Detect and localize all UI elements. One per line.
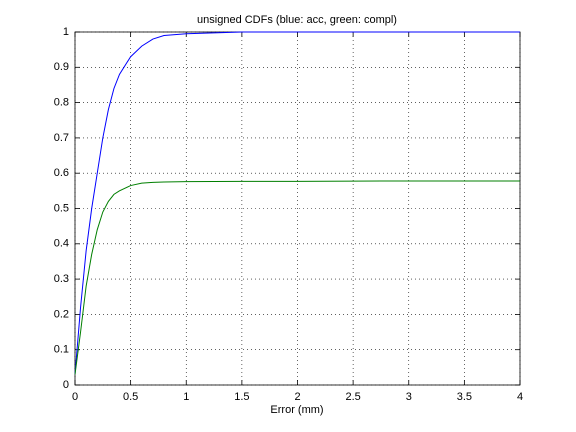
y-tick-label: 0.8 bbox=[54, 97, 69, 109]
y-tick-label: 0 bbox=[63, 379, 69, 391]
y-tick-label: 0.3 bbox=[54, 273, 69, 285]
x-tick-label: 4 bbox=[517, 391, 523, 403]
x-tick-label: 0 bbox=[72, 391, 78, 403]
y-tick-label: 0.6 bbox=[54, 167, 69, 179]
data-line bbox=[74, 180, 520, 375]
x-tick-label: 0.5 bbox=[123, 391, 138, 403]
data-line bbox=[74, 31, 520, 375]
y-tick-label: 0.4 bbox=[54, 238, 69, 250]
x-tick-label: 3.5 bbox=[457, 391, 472, 403]
x-tick-label: 2.5 bbox=[345, 391, 360, 403]
x-tick-label: 1 bbox=[183, 391, 189, 403]
x-axis-label: Error (mm) bbox=[270, 404, 323, 416]
chart-title: unsigned CDFs (blue: acc, green: compl) bbox=[197, 14, 397, 26]
y-tick-label: 1 bbox=[63, 26, 69, 38]
x-tick-label: 2 bbox=[294, 391, 300, 403]
y-tick-label: 0.9 bbox=[54, 61, 69, 73]
x-tick-label: 3 bbox=[406, 391, 412, 403]
x-tick-label: 1.5 bbox=[234, 391, 249, 403]
y-tick-label: 0.5 bbox=[54, 202, 69, 214]
y-tick-label: 0.7 bbox=[54, 132, 69, 144]
y-tick-label: 0.2 bbox=[54, 308, 69, 320]
y-tick-label: 0.1 bbox=[54, 344, 69, 356]
